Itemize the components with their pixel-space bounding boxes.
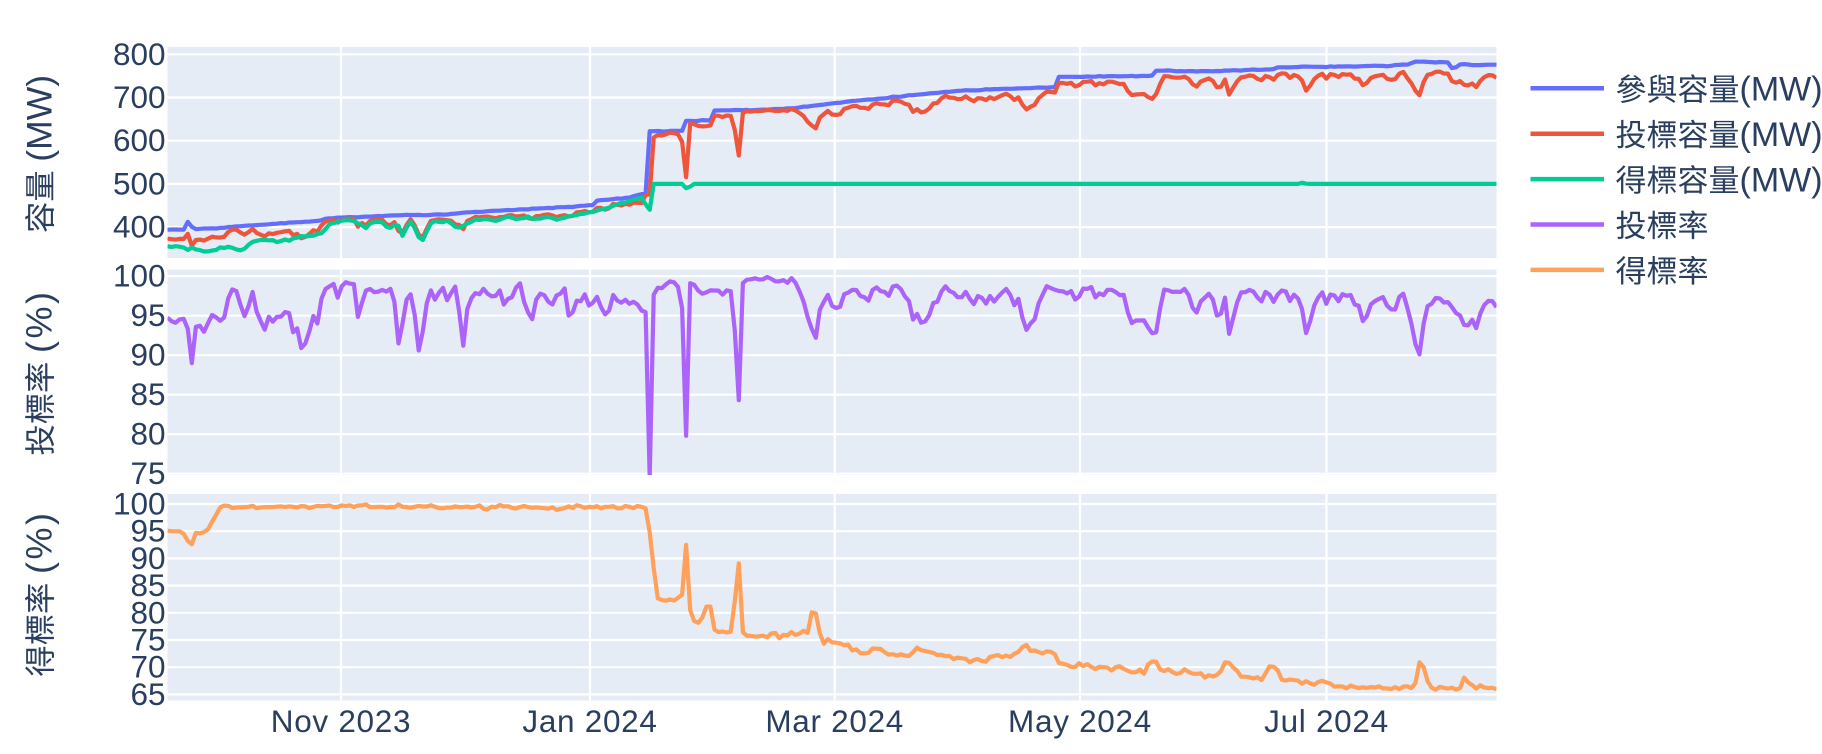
svg-text:(%): (%)	[19, 511, 60, 575]
svg-text:65: 65	[130, 676, 165, 712]
svg-text:95: 95	[130, 297, 165, 333]
svg-text:85: 85	[130, 567, 165, 603]
svg-text:(MW): (MW)	[1740, 116, 1822, 154]
svg-text:Jul 2024: Jul 2024	[1264, 703, 1389, 739]
svg-text:90: 90	[130, 337, 165, 373]
svg-text:700: 700	[113, 79, 166, 115]
svg-text:May 2024: May 2024	[1008, 703, 1152, 739]
svg-text:75: 75	[130, 622, 165, 658]
svg-text:95: 95	[130, 513, 165, 549]
svg-text:80: 80	[130, 594, 165, 630]
svg-text:Mar 2024: Mar 2024	[765, 703, 904, 739]
svg-text:85: 85	[130, 376, 165, 412]
svg-text:600: 600	[113, 122, 166, 158]
svg-text:90: 90	[130, 540, 165, 576]
svg-text:80: 80	[130, 416, 165, 452]
svg-text:(%): (%)	[19, 290, 60, 354]
svg-text:Jan 2024: Jan 2024	[522, 703, 657, 739]
svg-text:(MW): (MW)	[1740, 71, 1822, 109]
svg-text:100: 100	[113, 258, 166, 294]
svg-text:800: 800	[113, 36, 166, 72]
svg-text:400: 400	[113, 209, 166, 245]
svg-text:Nov 2023: Nov 2023	[271, 703, 411, 739]
svg-text:100: 100	[113, 486, 166, 522]
svg-text:(MW): (MW)	[1740, 161, 1822, 199]
svg-text:500: 500	[113, 165, 166, 201]
svg-text:75: 75	[130, 455, 165, 491]
svg-text:70: 70	[130, 649, 165, 685]
svg-text:(MW): (MW)	[20, 75, 60, 162]
